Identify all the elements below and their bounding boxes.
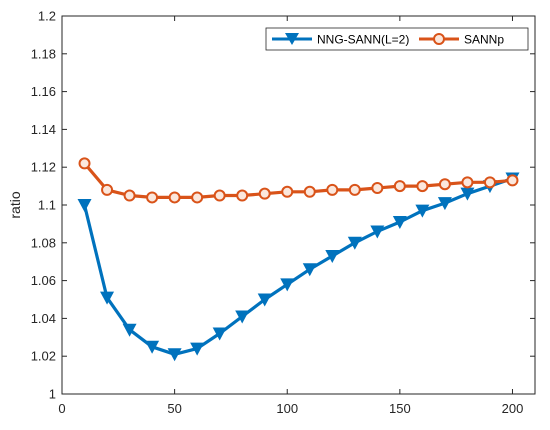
data-point-sannp (393, 180, 406, 193)
y-tick-label: 1.16 (31, 84, 56, 99)
x-tick-label: 0 (58, 401, 65, 416)
series-layer (77, 157, 520, 362)
data-point-sannp (123, 189, 136, 202)
x-tick-label: 200 (502, 401, 524, 416)
data-point-nng-sann-l-2 (212, 327, 227, 341)
data-point-sannp (258, 187, 271, 200)
plot-area (61, 15, 536, 395)
data-point-sannp (191, 191, 204, 204)
data-point-sannp (78, 157, 91, 170)
data-point-sannp (303, 185, 316, 198)
data-point-sannp (281, 185, 294, 198)
legend-label-nng-sann: NNG-SANN(L=2) (317, 33, 409, 47)
data-point-nng-sann-l-2 (257, 293, 272, 307)
data-point-nng-sann-l-2 (302, 263, 317, 277)
data-point-nng-sann-l-2 (415, 204, 430, 218)
y-tick-label: 1.08 (31, 235, 56, 250)
data-point-sannp (483, 176, 496, 189)
data-point-nng-sann-l-2 (77, 199, 92, 212)
x-tick-label: 150 (389, 401, 411, 416)
legend: NNG-SANN(L=2) SANNp (265, 27, 529, 51)
data-point-sannp (371, 181, 384, 194)
data-point-sannp (416, 180, 429, 193)
x-tick-label: 100 (276, 401, 298, 416)
data-point-sannp (461, 176, 474, 189)
data-point-sannp (348, 183, 361, 196)
data-point-sannp (101, 183, 114, 196)
y-tick-label: 1.2 (38, 9, 56, 24)
data-point-nng-sann-l-2 (370, 225, 385, 239)
y-tick-label: 1.06 (31, 273, 56, 288)
data-point-nng-sann-l-2 (392, 216, 407, 230)
data-point-sannp (438, 178, 451, 191)
axis-ticks: 0 50 100 150 200 1 1.02 1.04 1.06 1.08 1.1 1.12 1.14… (31, 9, 535, 416)
y-tick-label: 1.14 (31, 122, 56, 137)
data-point-nng-sann-l-2 (100, 291, 115, 305)
y-tick-label: 1.04 (31, 311, 56, 326)
data-point-sannp (168, 191, 181, 204)
data-point-sannp (506, 174, 519, 187)
data-point-nng-sann-l-2 (437, 197, 452, 211)
data-point-sannp (236, 189, 249, 202)
legend-box (265, 27, 529, 51)
data-point-nng-sann-l-2 (190, 342, 205, 356)
x-tick-label: 50 (167, 401, 181, 416)
y-axis-title: ratio (7, 191, 23, 218)
data-point-nng-sann-l-2 (122, 323, 137, 337)
legend-marker-sannp (433, 33, 445, 45)
data-point-sannp (326, 183, 339, 196)
data-point-nng-sann-l-2 (235, 310, 250, 324)
data-point-nng-sann-l-2 (325, 250, 340, 264)
data-point-nng-sann-l-2 (167, 348, 182, 362)
y-tick-label: 1.18 (31, 46, 56, 61)
y-tick-label: 1.1 (38, 198, 56, 213)
y-tick-label: 1 (49, 387, 56, 402)
legend-marker-nng-sann (285, 33, 299, 45)
data-point-sannp (213, 189, 226, 202)
data-point-nng-sann-l-2 (460, 187, 475, 201)
legend-label-sannp: SANNp (464, 33, 504, 47)
data-point-nng-sann-l-2 (347, 236, 362, 250)
y-tick-label: 1.02 (31, 349, 56, 364)
series-line-nng-sann-l-2 (82, 176, 514, 356)
data-point-nng-sann-l-2 (280, 278, 295, 292)
y-tick-label: 1.12 (31, 160, 56, 175)
data-point-sannp (146, 191, 159, 204)
data-point-nng-sann-l-2 (145, 340, 160, 354)
